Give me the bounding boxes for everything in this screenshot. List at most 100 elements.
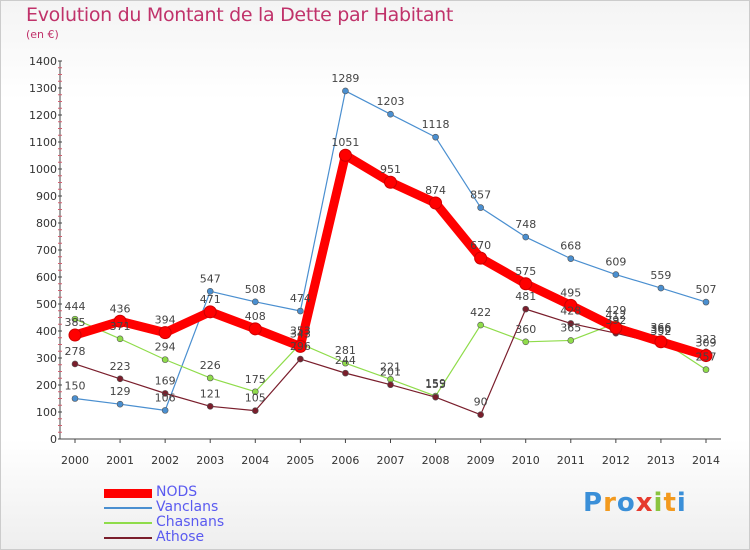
proxiti-logo: Proxiti <box>583 488 687 518</box>
data-point-nods <box>429 196 443 210</box>
data-point-athose <box>567 320 575 327</box>
data-point-nods <box>158 326 172 340</box>
data-label-vanclans: 857 <box>470 189 491 202</box>
y-tick-label: 700 <box>36 244 57 257</box>
x-tick-label: 2013 <box>647 454 675 467</box>
data-label-nods: 874 <box>425 184 446 197</box>
data-label-chasnans: 226 <box>200 359 221 372</box>
y-tick-label: 800 <box>36 217 57 230</box>
data-label-athose: 155 <box>425 378 446 391</box>
x-tick-label: 2014 <box>692 454 720 467</box>
data-point-athose <box>522 305 530 313</box>
data-label-nods: 951 <box>380 163 401 176</box>
data-point-nods <box>293 339 307 353</box>
data-point-nods <box>248 322 262 336</box>
data-label-vanclans: 507 <box>696 283 717 296</box>
data-label-nods: 495 <box>560 286 581 299</box>
data-label-chasnans: 360 <box>515 323 536 336</box>
data-point-chasnans <box>567 337 575 344</box>
data-label-nods: 670 <box>470 239 491 252</box>
data-label-athose: 121 <box>200 387 221 400</box>
legend-label: Athose <box>156 529 205 545</box>
data-label-athose: 323 <box>696 333 717 346</box>
legend-swatch <box>104 507 152 509</box>
x-tick-label: 2011 <box>557 454 585 467</box>
data-point-vanclans <box>567 255 575 262</box>
x-tick-label: 2005 <box>286 454 314 467</box>
data-label-nods: 408 <box>245 310 266 323</box>
data-point-vanclans <box>251 298 259 306</box>
data-point-athose <box>116 375 124 383</box>
data-point-nods <box>654 335 668 349</box>
data-point-nods <box>699 349 713 363</box>
x-tick-label: 2007 <box>377 454 405 467</box>
x-tick-label: 2000 <box>61 454 89 467</box>
data-point-vanclans <box>612 271 620 278</box>
data-point-vanclans <box>432 133 439 141</box>
y-tick-label: 1200 <box>29 109 57 122</box>
data-point-vanclans <box>161 407 169 414</box>
data-label-athose: 278 <box>65 345 86 358</box>
data-label-vanclans: 129 <box>110 385 131 398</box>
data-point-vanclans <box>206 288 214 295</box>
data-label-nods: 309 <box>696 337 717 350</box>
data-label-athose: 201 <box>380 366 401 379</box>
data-label-chasnans: 366 <box>650 321 671 334</box>
data-point-vanclans <box>657 284 665 292</box>
data-point-chasnans <box>251 388 259 396</box>
x-tick-label: 2002 <box>151 454 179 467</box>
data-label-chasnans: 371 <box>110 320 131 333</box>
data-label-athose: 352 <box>650 325 671 338</box>
data-label-chasnans: 159 <box>425 377 446 390</box>
data-point-chasnans <box>702 366 710 373</box>
data-point-athose <box>297 355 304 363</box>
data-label-nods: 360 <box>650 323 671 336</box>
y-tick-label: 1100 <box>29 136 57 149</box>
data-label-nods: 394 <box>155 314 176 327</box>
x-tick-label: 2001 <box>106 454 134 467</box>
data-point-vanclans <box>297 307 304 315</box>
data-label-nods: 1051 <box>331 136 359 149</box>
data-label-chasnans: 422 <box>470 306 491 319</box>
data-label-vanclans: 609 <box>605 256 626 269</box>
y-tick-label: 300 <box>36 352 57 365</box>
data-label-athose: 169 <box>155 374 176 387</box>
data-label-chasnans: 221 <box>380 360 401 373</box>
legend-swatch <box>104 537 152 539</box>
x-tick-label: 2006 <box>331 454 359 467</box>
data-label-chasnans: 365 <box>560 321 581 334</box>
data-point-nods <box>113 314 127 328</box>
x-tick-label: 2010 <box>512 454 540 467</box>
data-point-athose <box>342 369 349 377</box>
data-label-vanclans: 559 <box>650 269 671 282</box>
data-label-athose: 105 <box>245 392 266 405</box>
data-point-vanclans <box>342 87 349 95</box>
data-point-vanclans <box>477 204 484 211</box>
data-label-athose: 392 <box>605 314 626 327</box>
data-label-athose: 428 <box>560 304 581 317</box>
data-label-nods: 343 <box>290 327 311 340</box>
legend-label: Vanclans <box>156 499 219 515</box>
data-point-athose <box>477 411 484 419</box>
y-tick-label: 500 <box>36 298 57 311</box>
data-point-vanclans <box>71 395 79 402</box>
data-point-nods <box>609 321 623 335</box>
data-label-chasnans: 353 <box>290 325 311 338</box>
data-label-chasnans: 257 <box>696 351 717 364</box>
data-point-athose <box>206 403 214 410</box>
data-label-nods: 385 <box>65 316 86 329</box>
data-point-athose <box>251 407 259 414</box>
data-label-athose: 90 <box>474 396 488 409</box>
data-point-chasnans <box>116 335 124 343</box>
data-point-chasnans <box>161 356 169 363</box>
x-tick-label: 2003 <box>196 454 224 467</box>
data-point-nods <box>68 328 82 342</box>
data-label-athose: 296 <box>290 340 311 353</box>
y-tick-label: 0 <box>50 433 57 446</box>
y-tick-label: 600 <box>36 271 57 284</box>
y-tick-label: 900 <box>36 190 57 203</box>
data-label-nods: 412 <box>605 309 626 322</box>
data-point-chasnans <box>206 374 214 382</box>
data-label-vanclans: 1118 <box>422 118 450 131</box>
